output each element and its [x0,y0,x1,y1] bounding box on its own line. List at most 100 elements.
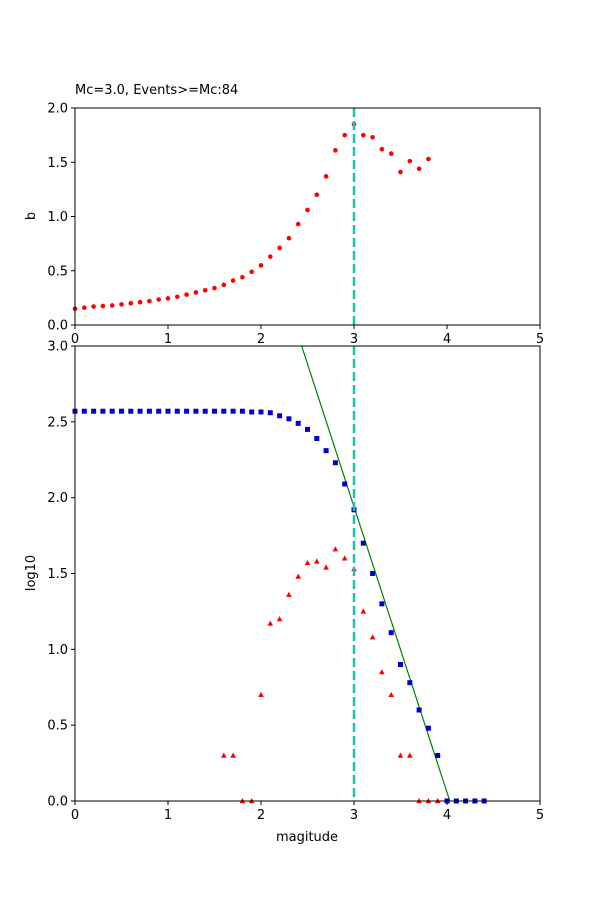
b-value-point [305,207,310,213]
b-value-point [202,287,208,293]
log-chart-xtick-label: 3 [350,808,358,823]
b-value-point [333,148,338,153]
cumulative-count-point [277,413,283,419]
cumulative-count-point [137,408,143,414]
b-value-point [277,245,282,251]
cumulative-count-point [128,408,134,414]
log-chart-ytick-label: 0.5 [47,719,68,734]
b-chart-xtick-label: 1 [164,332,172,347]
b-value-point [379,146,385,152]
cumulative-count-point [314,436,320,442]
cumulative-count-point [119,408,124,414]
noncumulative-count-point [267,620,274,626]
b-value-point [249,269,254,275]
noncumulative-count-point [388,691,394,698]
b-value-point [193,290,199,295]
cumulative-count-point [370,571,376,576]
b-value-point [314,192,320,198]
b-value-point [100,303,106,309]
b-chart-ytick-label: 1.0 [47,210,68,225]
cumulative-count-point [305,426,310,432]
log-chart-ytick-label: 2.5 [47,415,68,430]
log-chart-xlabel: magitude [276,830,338,845]
noncumulative-count-point [360,608,367,614]
b-chart-ytick-label: 0.5 [47,264,68,279]
cumulative-count-point [267,410,273,416]
b-chart-ytick-label: 0.0 [47,319,68,334]
log-chart-ytick-label: 3.0 [47,340,68,355]
cumulative-count-point [295,420,301,426]
cumulative-count-point [174,408,180,414]
noncumulative-count-point [304,559,311,566]
b-value-chart: Mc=3.0, Events>=Mc:84 b 0 1 2 3 4 5 0.0 0.5 1.0 1… [24,83,544,347]
log-chart-ytick-label: 2.0 [47,491,68,506]
b-chart-ytick-label: 1.5 [47,156,68,171]
noncumulative-count-point [369,634,376,640]
cumulative-count-point [193,408,199,414]
noncumulative-count-point [407,752,413,758]
b-value-point [212,285,217,291]
b-value-point [342,132,348,138]
cumulative-count-point [212,408,217,414]
noncumulative-count-point [314,558,320,564]
b-chart-frame [74,107,541,326]
b-chart-xtick-label: 3 [350,332,358,347]
noncumulative-count-point [295,573,301,579]
b-value-point [295,221,301,227]
cumulative-count-point [202,408,208,414]
cumulative-count-point [388,630,394,636]
b-chart-xtick-label: 0 [71,332,79,347]
log-chart-xtick-label: 2 [257,808,265,823]
b-value-point [323,174,329,179]
cumulative-count-point [407,680,413,686]
cumulative-count-point [286,416,292,422]
b-value-point [221,282,227,288]
cumulative-count-point [342,481,348,487]
log-chart-xtick-label: 5 [536,808,544,823]
cumulative-count-point [239,408,245,414]
b-value-point [119,302,124,307]
cumulative-count-point [379,601,385,607]
b-value-point [175,294,180,300]
noncumulative-count-point [379,669,385,675]
cumulative-count-point [435,753,441,758]
cumulative-count-point [165,408,171,414]
noncumulative-count-point [276,616,283,622]
gr-fit-line [301,345,451,802]
noncumulative-count-point [221,752,227,758]
log-chart-xtick-label: 0 [71,808,79,823]
b-value-point [230,278,236,283]
cumulative-count-point [249,409,255,415]
noncumulative-count-point [286,591,292,597]
cumulative-count-point [425,725,431,731]
b-value-point [240,274,245,280]
b-value-point [147,298,152,304]
b-chart-ylabel: b [24,212,39,220]
b-value-point [109,303,115,308]
b-value-point [137,299,143,305]
noncumulative-count-point [341,555,348,561]
log-chart-ytick-label: 1.0 [47,643,68,658]
b-value-point [370,134,375,140]
b-chart-xtick-label: 2 [257,332,265,347]
cumulative-count-point [100,408,106,414]
cumulative-count-point [81,408,87,414]
b-value-point [165,296,171,301]
cumulative-count-point [91,408,97,414]
b-chart-xtick-label: 5 [536,332,544,347]
cumulative-count-point [230,408,236,414]
noncumulative-count-point [332,546,339,552]
log-chart-ylabel: log10 [24,555,39,591]
b-value-point [361,132,366,138]
b-value-point [184,292,189,297]
cumulative-count-point [184,408,190,414]
noncumulative-count-point [397,752,404,758]
b-value-point [268,254,273,259]
cumulative-count-point [109,408,115,414]
noncumulative-count-point [258,691,264,698]
b-value-point [128,301,134,306]
log-chart-ytick-label: 1.5 [47,567,68,582]
b-value-point [416,166,422,172]
cumulative-count-point [332,460,338,466]
